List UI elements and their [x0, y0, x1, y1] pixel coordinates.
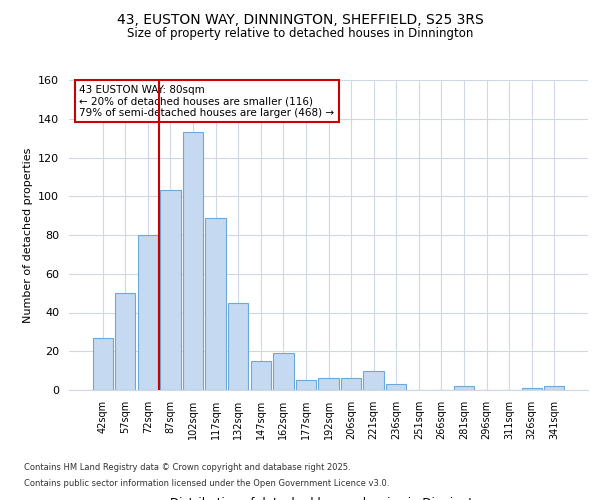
Bar [386, 384, 406, 390]
Text: 43, EUSTON WAY, DINNINGTON, SHEFFIELD, S25 3RS: 43, EUSTON WAY, DINNINGTON, SHEFFIELD, S… [116, 12, 484, 26]
Bar [138, 235, 158, 390]
Bar [115, 293, 136, 390]
Bar [183, 132, 203, 390]
Text: Size of property relative to detached houses in Dinnington: Size of property relative to detached ho… [127, 28, 473, 40]
Bar [521, 388, 542, 390]
Text: 43 EUSTON WAY: 80sqm
← 20% of detached houses are smaller (116)
79% of semi-deta: 43 EUSTON WAY: 80sqm ← 20% of detached h… [79, 84, 335, 118]
Bar [273, 353, 293, 390]
Bar [296, 380, 316, 390]
Bar [544, 386, 565, 390]
Text: Contains public sector information licensed under the Open Government Licence v3: Contains public sector information licen… [24, 478, 389, 488]
X-axis label: Distribution of detached houses by size in Dinnington: Distribution of detached houses by size … [170, 498, 487, 500]
Bar [251, 361, 271, 390]
Bar [160, 190, 181, 390]
Y-axis label: Number of detached properties: Number of detached properties [23, 148, 32, 322]
Bar [364, 370, 384, 390]
Bar [319, 378, 338, 390]
Text: Contains HM Land Registry data © Crown copyright and database right 2025.: Contains HM Land Registry data © Crown c… [24, 464, 350, 472]
Bar [341, 378, 361, 390]
Bar [228, 303, 248, 390]
Bar [205, 218, 226, 390]
Bar [454, 386, 474, 390]
Bar [92, 338, 113, 390]
